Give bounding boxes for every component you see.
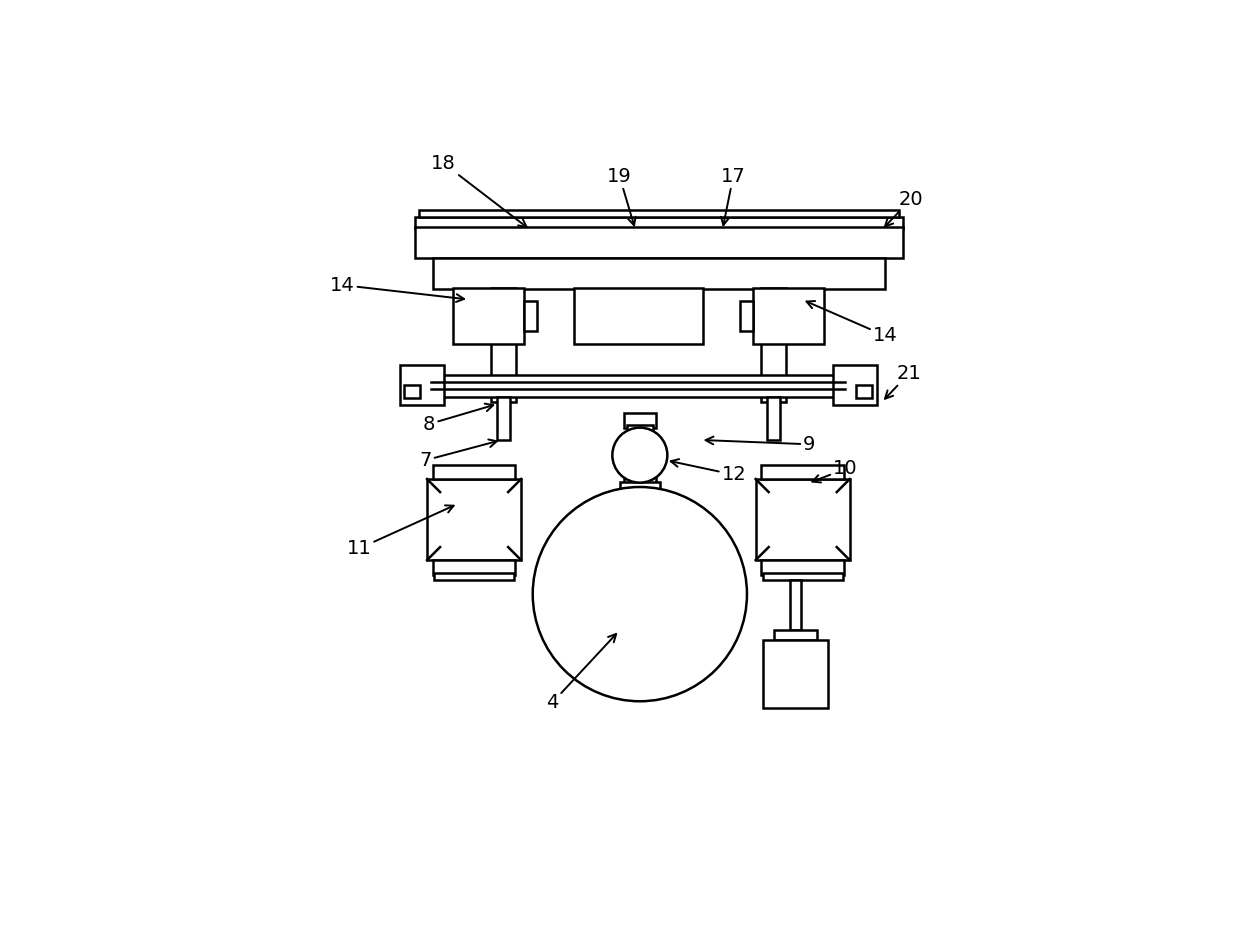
Bar [774, 630, 817, 640]
Bar [833, 366, 877, 405]
Bar [404, 385, 420, 398]
Bar [766, 397, 780, 440]
Bar [432, 375, 846, 397]
Circle shape [533, 487, 746, 701]
Bar [620, 482, 660, 489]
Bar [453, 288, 525, 344]
Circle shape [613, 428, 667, 482]
Text: 21: 21 [885, 364, 921, 399]
Text: 14: 14 [330, 275, 464, 302]
Bar [624, 475, 656, 483]
Bar [434, 573, 513, 580]
Bar [763, 573, 842, 580]
Text: 7: 7 [419, 440, 497, 470]
Text: 10: 10 [812, 460, 858, 482]
Text: 20: 20 [885, 190, 923, 227]
Text: 4: 4 [546, 634, 616, 713]
Bar [496, 397, 510, 440]
Bar [857, 385, 872, 398]
Bar [525, 301, 537, 332]
Bar [763, 640, 828, 709]
Bar [419, 210, 899, 217]
Text: 8: 8 [423, 403, 494, 433]
Text: 11: 11 [347, 506, 454, 558]
Bar [753, 288, 823, 344]
Bar [626, 426, 653, 434]
Bar [761, 464, 844, 479]
Bar [790, 580, 801, 630]
Bar [433, 258, 885, 290]
Bar [414, 217, 903, 228]
Text: 9: 9 [706, 435, 816, 454]
Bar [414, 227, 903, 258]
Text: 14: 14 [806, 301, 898, 345]
Bar [427, 479, 521, 560]
Bar [755, 479, 849, 560]
Text: 18: 18 [432, 154, 527, 227]
Bar [624, 414, 656, 428]
Bar [740, 301, 753, 332]
Text: 17: 17 [720, 167, 745, 226]
Bar [491, 288, 516, 402]
Bar [401, 366, 444, 405]
Bar [433, 464, 516, 479]
Bar [760, 288, 786, 402]
Text: 19: 19 [608, 167, 636, 226]
Bar [433, 560, 516, 574]
Bar [574, 288, 703, 344]
Text: 12: 12 [671, 459, 746, 484]
Bar [761, 560, 844, 574]
